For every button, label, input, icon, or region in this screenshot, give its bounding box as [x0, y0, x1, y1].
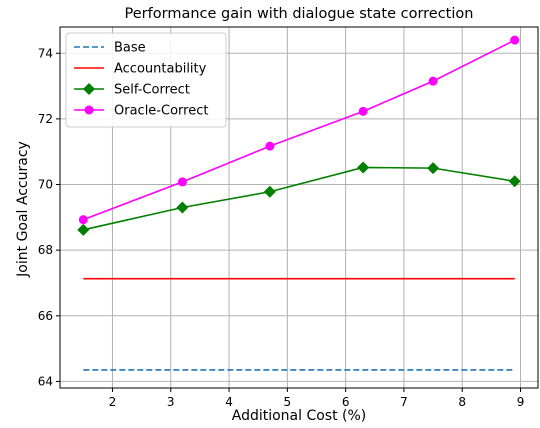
- series-layer: [77, 35, 521, 371]
- y-tick-label: 64: [38, 374, 53, 388]
- legend: Base Accountability Self-Correct Oracle-Cor…: [65, 32, 227, 128]
- legend-marker-self-correct: [83, 83, 95, 95]
- legend-label-oracle-correct: Oracle-Correct: [114, 104, 208, 119]
- legend-marker-oracle-correct: [84, 105, 94, 115]
- data-point-self-correct: [357, 161, 370, 174]
- series-oracle-correct: [78, 35, 520, 225]
- data-point-self-correct: [263, 185, 276, 198]
- legend-label-base: Base: [114, 41, 146, 56]
- y-tick-label: 66: [38, 309, 53, 323]
- axis-ticks: 2 3 4 5 6 7 8 9 64 66 68 70 72 74: [38, 46, 525, 409]
- data-point-self-correct: [427, 162, 440, 175]
- x-tick-label: 7: [400, 395, 408, 409]
- data-point-self-correct: [176, 201, 189, 214]
- data-point-oracle-correct: [358, 106, 368, 116]
- legend-item-oracle-correct: Oracle-Correct: [74, 104, 208, 119]
- x-tick-label: 3: [167, 395, 175, 409]
- x-axis-label: Additional Cost (%): [232, 408, 367, 424]
- chart-title: Performance gain with dialogue state cor…: [125, 6, 474, 22]
- legend-item-base: Base: [74, 41, 146, 56]
- series-line-self-correct: [83, 166, 515, 231]
- legend-label-self-correct: Self-Correct: [114, 83, 190, 98]
- x-tick-label: 5: [284, 395, 292, 409]
- x-tick-label: 8: [458, 395, 466, 409]
- y-tick-label: 74: [38, 46, 53, 60]
- y-axis-label: Joint Goal Accuracy: [15, 141, 31, 278]
- data-point-oracle-correct: [78, 215, 88, 225]
- x-tick-label: 9: [517, 395, 525, 409]
- data-point-oracle-correct: [510, 35, 520, 45]
- plot-frame: [59, 26, 539, 389]
- x-tick-label: 4: [225, 395, 233, 409]
- legend-box: [65, 32, 227, 128]
- y-tick-label: 70: [38, 178, 53, 192]
- x-tick-label: 6: [342, 395, 350, 409]
- series-self-correct: [77, 161, 521, 236]
- legend-item-accountability: Accountability: [74, 62, 207, 77]
- data-point-self-correct: [508, 175, 521, 188]
- x-tick-label: 2: [109, 395, 117, 409]
- data-point-oracle-correct: [428, 76, 438, 86]
- data-point-oracle-correct: [265, 141, 275, 151]
- grid: [60, 27, 538, 388]
- data-point-self-correct: [77, 223, 90, 236]
- legend-item-self-correct: Self-Correct: [74, 83, 190, 98]
- y-tick-label: 72: [38, 112, 53, 126]
- series-line-oracle-correct: [83, 39, 516, 221]
- y-tick-label: 68: [38, 243, 53, 257]
- data-point-oracle-correct: [177, 177, 187, 187]
- legend-label-accountability: Accountability: [114, 62, 207, 77]
